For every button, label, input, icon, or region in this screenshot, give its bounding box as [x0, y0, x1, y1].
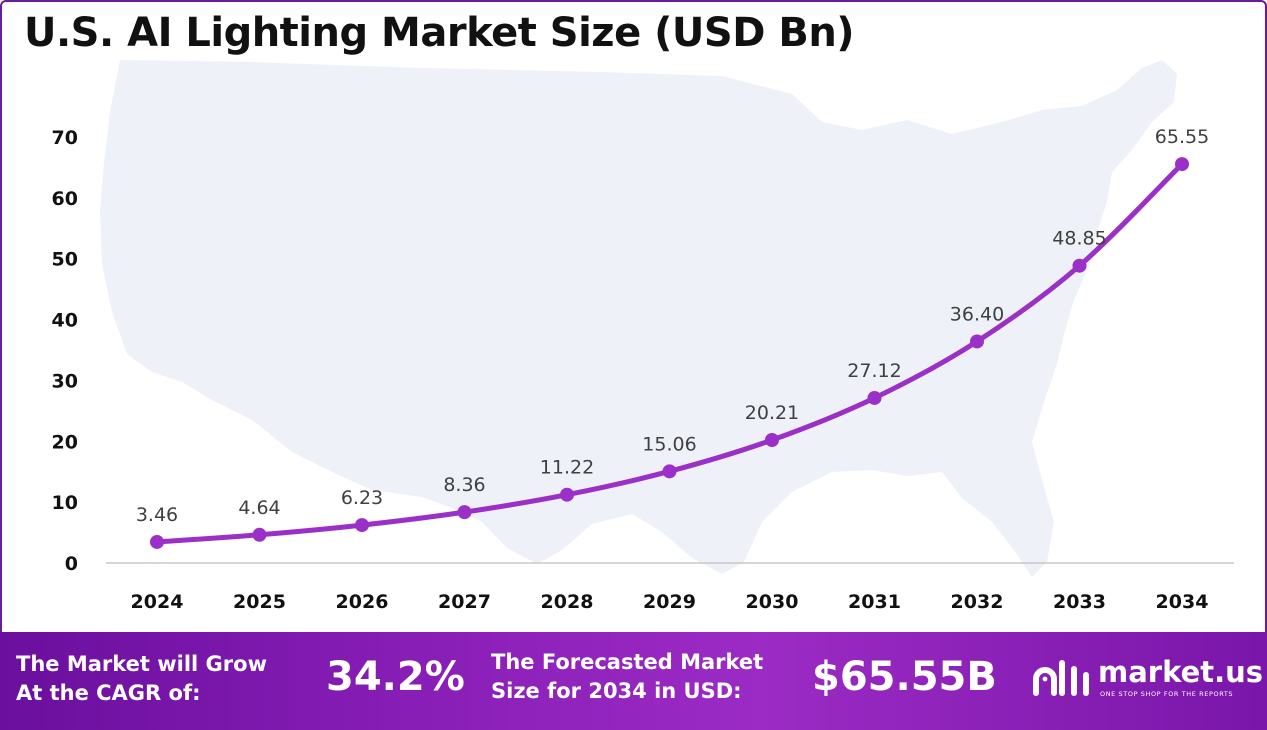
data-point — [150, 534, 164, 549]
data-label: 36.40 — [950, 303, 1004, 325]
cagr-label-line2: At the CAGR of: — [16, 681, 201, 705]
x-tick-label: 2027 — [438, 591, 491, 613]
x-tick-label: 2025 — [233, 591, 286, 613]
chart-title: U.S. AI Lighting Market Size (USD Bn) — [24, 10, 855, 56]
data-point — [867, 390, 882, 405]
data-label: 8.36 — [443, 474, 485, 496]
y-tick-label: 40 — [52, 310, 78, 332]
forecast-value: $65.55B — [812, 654, 997, 700]
brand-tagline: ONE STOP SHOP FOR THE REPORTS — [1100, 690, 1234, 698]
x-tick-label: 2032 — [951, 591, 1004, 613]
x-tick-label: 2026 — [336, 591, 389, 613]
data-point — [355, 518, 369, 533]
data-point — [970, 334, 984, 349]
data-point — [252, 527, 267, 542]
x-tick-label: 2033 — [1053, 591, 1106, 613]
data-point — [1175, 157, 1189, 172]
x-tick-label: 2031 — [848, 591, 901, 613]
data-label: 6.23 — [341, 487, 383, 509]
us-map-background — [100, 60, 1177, 577]
data-label: 15.06 — [642, 433, 696, 455]
y-tick-label: 0 — [65, 553, 78, 575]
x-tick-label: 2029 — [643, 591, 696, 613]
brand-name: market.us — [1098, 655, 1264, 689]
data-point — [457, 505, 472, 520]
market-us-logo-icon — [1033, 660, 1089, 696]
cagr-value: 34.2% — [326, 654, 465, 700]
data-label: 48.85 — [1052, 228, 1106, 250]
data-point — [662, 464, 677, 479]
y-tick-label: 20 — [52, 431, 78, 453]
x-tick-label: 2030 — [746, 591, 799, 613]
y-tick-label: 30 — [52, 370, 78, 392]
forecast-label-line2: Size for 2034 in USD: — [491, 679, 742, 703]
x-tick-label: 2034 — [1156, 591, 1209, 613]
x-tick-label: 2028 — [541, 591, 594, 613]
x-tick-label: 2024 — [131, 591, 184, 613]
data-label: 3.46 — [136, 504, 178, 526]
data-point — [765, 433, 779, 448]
data-label: 4.64 — [238, 497, 280, 519]
data-point — [560, 487, 574, 502]
data-label: 27.12 — [847, 360, 901, 382]
data-label: 11.22 — [540, 457, 594, 479]
y-tick-label: 10 — [52, 492, 78, 514]
y-tick-label: 70 — [52, 127, 78, 149]
data-point — [1072, 258, 1087, 273]
data-label: 20.21 — [745, 402, 799, 424]
forecast-label-line1: The Forecasted Market — [491, 650, 764, 674]
y-tick-label: 50 — [52, 249, 78, 271]
cagr-label-line1: The Market will Grow — [16, 652, 267, 676]
y-tick-label: 60 — [52, 188, 78, 210]
data-label: 65.55 — [1155, 126, 1209, 148]
